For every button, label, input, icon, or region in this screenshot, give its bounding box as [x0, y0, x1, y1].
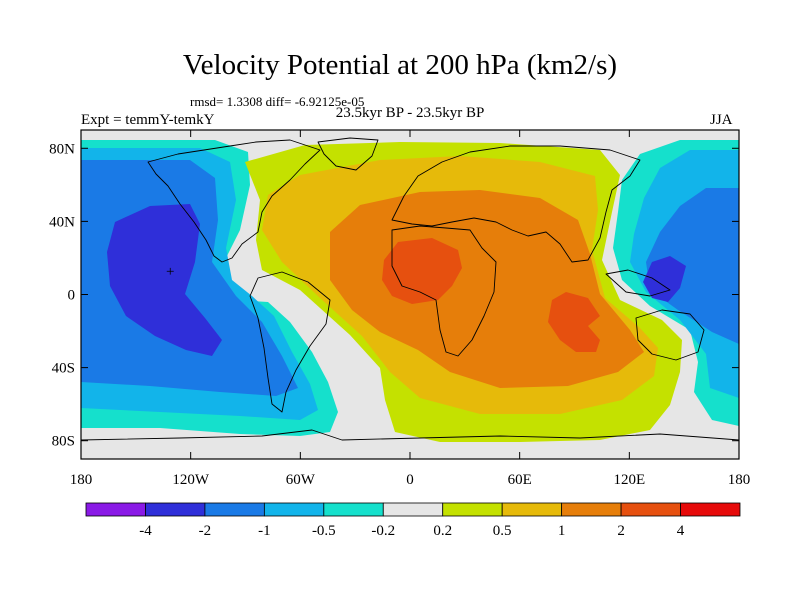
season-label: JJA [710, 112, 733, 128]
colorbar-swatch [85, 502, 146, 517]
y-tick-label: 80S [52, 434, 75, 450]
y-tick-label: 40N [49, 214, 75, 230]
rmsd-diff-label: rmsd= 1.3308 diff= -6.92125e-05 [190, 94, 365, 109]
coastline-australia [635, 309, 705, 361]
colorbar-label: 0.2 [433, 523, 452, 539]
colorbar-swatch [323, 502, 384, 517]
colorbar-label: -0.5 [312, 523, 336, 539]
colorbar-label: 4 [677, 523, 685, 539]
coastline-greenland [317, 137, 379, 171]
colorbar-label: 1 [558, 523, 566, 539]
colorbar-swatch [204, 502, 265, 517]
experiment-label: Expt = temmY-temkY [81, 112, 215, 128]
colorbar-label: 0.5 [493, 523, 512, 539]
colorbar-label: -0.2 [371, 523, 395, 539]
x-tick-label: 120W [172, 472, 210, 488]
colorbar-swatch [145, 502, 206, 517]
x-tick-label: 180 [728, 472, 751, 488]
colorbar-swatch [620, 502, 681, 517]
coastline-antarctica [81, 429, 739, 441]
colorbar-label: 2 [617, 523, 625, 539]
chart-title: Velocity Potential at 200 hPa (km2/s) [182, 49, 618, 81]
colorbar-swatch [263, 502, 325, 517]
field-neg-west-pacific-l3 [646, 188, 739, 344]
colorbar-swatch [442, 502, 503, 517]
y-tick-label: 40S [52, 361, 75, 377]
x-tick-label: 60E [508, 472, 532, 488]
colorbar-swatch [501, 502, 563, 517]
period-label: 23.5kyr BP - 23.5kyr BP [335, 105, 485, 121]
coastline-eurasia [391, 145, 641, 263]
minimum-marker: + [166, 264, 174, 280]
colorbar-swatch [561, 502, 622, 517]
colorbar-swatch [680, 502, 741, 517]
x-tick-label: 180 [70, 472, 93, 488]
field-neg-east-pacific-l4 [107, 204, 222, 356]
x-tick-label: 0 [406, 472, 414, 488]
field-pos-west-africa-l4 [382, 238, 462, 304]
y-tick-label: 80N [49, 141, 75, 157]
colorbar-label: -2 [199, 523, 212, 539]
x-tick-label: 60W [286, 472, 316, 488]
map-field [81, 130, 739, 459]
x-axis: 180 120W 60W 0 60E 120E 180 [70, 130, 751, 488]
colorbar: -4 -2 -1 -0.5 -0.2 0.2 0.5 1 2 4 [85, 502, 741, 539]
x-tick-label: 120E [613, 472, 645, 488]
coastline-maritime-continent [605, 269, 671, 297]
coastline-africa [391, 225, 497, 357]
field-pos-indian-ocean-l4 [548, 292, 600, 352]
y-axis: 80N 40N 0 40S 80S [49, 141, 739, 450]
y-tick-label: 0 [68, 288, 76, 304]
field-neg-west-pacific-l4 [643, 256, 686, 302]
coastline-north-america [147, 139, 321, 263]
colorbar-label: -4 [139, 523, 152, 539]
colorbar-label: -1 [258, 523, 271, 539]
coastlines [81, 137, 739, 441]
coastline-south-america [249, 271, 331, 413]
colorbar-swatch [382, 502, 444, 517]
